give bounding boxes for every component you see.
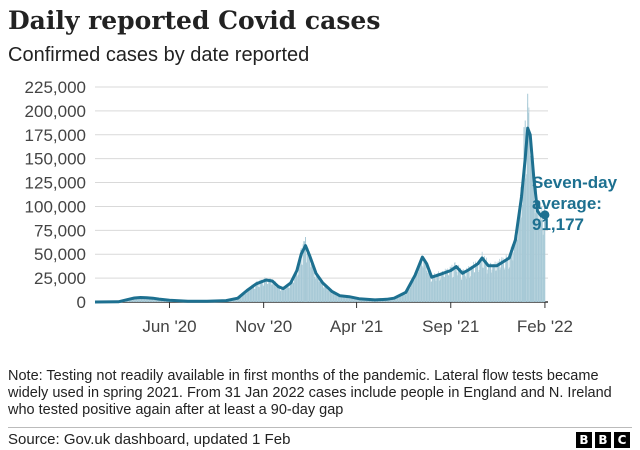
y-tick-label: 175,000	[25, 126, 86, 145]
gridlines	[95, 86, 548, 303]
source-text: Source: Gov.uk dashboard, updated 1 Feb	[8, 431, 291, 448]
x-axis: Jun '20 Nov '20 Apr '21 Sep '21 Feb '22	[142, 302, 573, 335]
latest-value-annotation: Seven-day average: 91,177	[532, 173, 618, 234]
x-tick-label: Sep '21	[422, 317, 479, 335]
y-axis-tick-labels: 0 25,000 50,000 75,000 100,000 125,000 150,000…	[25, 78, 86, 312]
chart-note: Note: Testing not readily available in f…	[8, 368, 612, 418]
x-tick-label: Nov '20	[235, 317, 292, 335]
average-area	[94, 126, 546, 304]
logo-letter: B	[595, 432, 611, 448]
annotation-value: 91,177	[532, 215, 584, 234]
chart-subtitle: Confirmed cases by date reported	[8, 44, 310, 66]
logo-letter: B	[576, 432, 592, 448]
y-tick-label: 100,000	[25, 197, 86, 216]
annotation-label: average:	[532, 194, 602, 213]
y-tick-label: 50,000	[34, 245, 86, 264]
seven-day-average-line	[94, 126, 546, 304]
latest-value-marker	[540, 210, 550, 220]
x-tick-label: Feb '22	[517, 317, 573, 335]
y-tick-label: 25,000	[34, 269, 86, 288]
x-tick-label: Apr '21	[330, 317, 383, 335]
annotation-label: Seven-day	[532, 173, 618, 192]
y-tick-label: 225,000	[25, 78, 86, 97]
daily-case-bars	[95, 93, 546, 302]
x-tick-label: Jun '20	[142, 317, 196, 335]
chart-title: Daily reported Covid cases	[8, 6, 381, 35]
bbc-logo: B B C	[576, 432, 630, 448]
y-tick-label: 75,000	[34, 221, 86, 240]
y-tick-label: 200,000	[25, 102, 86, 121]
y-tick-label: 0	[77, 293, 86, 312]
logo-letter: C	[614, 432, 630, 448]
covid-cases-chart: 0 25,000 50,000 75,000 100,000 125,000 150,000…	[25, 78, 618, 335]
y-tick-label: 125,000	[25, 174, 86, 193]
footer-divider	[8, 427, 632, 428]
y-tick-label: 150,000	[25, 150, 86, 169]
